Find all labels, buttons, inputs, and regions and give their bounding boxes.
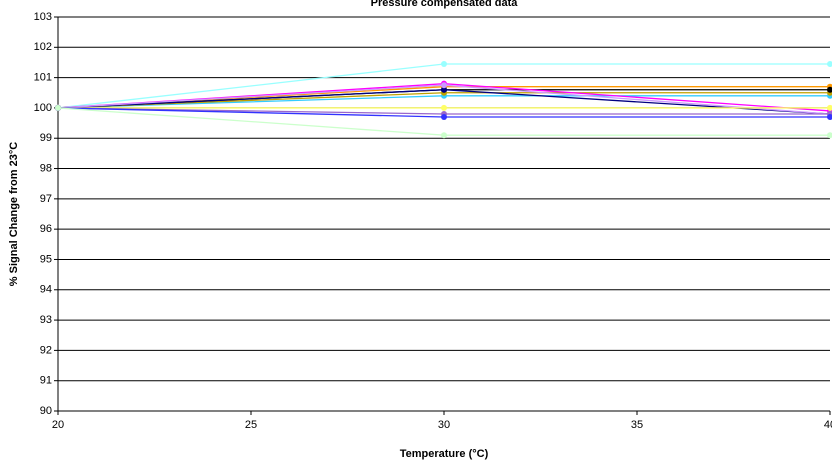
x-tick-label: 40 [824,419,832,431]
y-tick-label: 92 [40,344,52,356]
series-marker [441,86,447,93]
x-axis-label: Temperature (°C) [400,448,489,460]
y-tick-label: 93 [40,314,52,326]
y-tick-label: 95 [40,253,52,265]
series-marker [441,132,447,139]
y-tick-label: 94 [40,284,52,296]
y-tick-label: 91 [40,375,52,387]
y-tick-label: 98 [40,162,52,174]
y-tick-label: 97 [40,193,52,205]
series-marker [827,132,832,139]
y-axis-label: % Signal Change from 23°C [8,142,20,286]
x-tick-label: 35 [631,419,643,431]
series-marker [55,104,61,111]
series-marker [827,104,832,111]
series-marker [441,104,447,111]
x-tick-label: 30 [438,419,450,431]
y-tick-label: 90 [40,405,52,417]
chart-title: Pressure compensated data [371,0,519,9]
y-tick-label: 99 [40,132,52,144]
y-tick-label: 101 [34,72,52,84]
y-tick-label: 103 [34,11,52,23]
series-marker [441,114,447,121]
y-tick-label: 102 [34,41,52,53]
y-tick-label: 100 [34,102,52,114]
series-marker [827,114,832,121]
series-marker [441,82,447,89]
series-marker [441,60,447,67]
x-tick-label: 25 [245,419,257,431]
x-tick-label: 20 [52,419,64,431]
series-marker [827,86,832,93]
series-marker [827,60,832,67]
y-tick-label: 96 [40,223,52,235]
